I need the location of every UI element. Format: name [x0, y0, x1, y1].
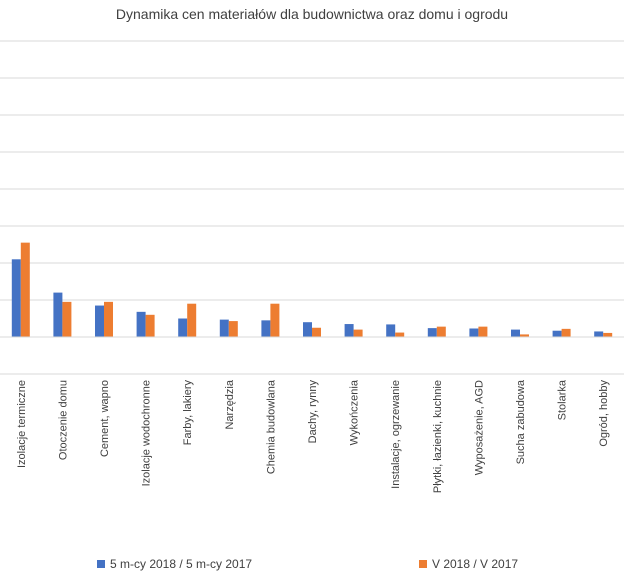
bar-series-2-12 — [478, 326, 488, 337]
bar-series-1-12 — [469, 328, 479, 337]
legend-item-series-1: 5 m-cy 2018 / 5 m-cy 2017 — [97, 557, 252, 571]
bar-series-1-14 — [552, 330, 562, 337]
bar-series-2-3 — [104, 301, 113, 337]
chart-title: Dynamika cen materiałów dla budownictwa … — [115, 6, 509, 22]
bar-series-2-11 — [436, 326, 446, 337]
category-label-12: Wyposażenie, AGD — [473, 380, 485, 475]
category-label-9: Wykończenia — [349, 379, 361, 445]
bar-series-2-5 — [187, 303, 197, 337]
bar-series-1-4 — [136, 311, 146, 337]
bar-series-1-7 — [261, 320, 271, 337]
bar-series-2-8 — [312, 327, 321, 337]
category-label-8: Dachy, rynny — [307, 380, 319, 444]
category-label-3: Cement, wapno — [99, 380, 111, 457]
category-label-10: Instalacje, ogrzewanie — [390, 380, 402, 489]
bar-series-1-11 — [427, 328, 437, 337]
bar-series-2-1 — [20, 242, 30, 337]
legend-label-series-2: V 2018 / V 2017 — [432, 557, 519, 571]
bar-series-1-15 — [594, 331, 604, 337]
bar-series-2-6 — [228, 321, 238, 337]
bar-series-2-4 — [145, 314, 155, 337]
bar-series-1-2 — [53, 292, 63, 337]
bar-series-1-6 — [219, 319, 229, 337]
bar-series-1-3 — [95, 305, 104, 337]
category-label-14: Stolarka — [557, 379, 569, 420]
bar-series-1-13 — [511, 329, 520, 337]
bar-series-1-8 — [303, 322, 312, 337]
category-label-2: Otoczenie domu — [57, 380, 69, 460]
category-label-7: Chemia budowlana — [265, 379, 277, 474]
category-label-11: Płytki, łazienki, kuchnie — [432, 380, 444, 493]
bar-series-1-10 — [386, 324, 396, 337]
category-label-4: Izolacje wodochronne — [141, 380, 153, 486]
bar-series-2-2 — [62, 301, 72, 337]
legend-label-series-1: 5 m-cy 2018 / 5 m-cy 2017 — [110, 557, 253, 571]
bar-series-2-13 — [520, 334, 529, 337]
bar-series-2-10 — [395, 332, 405, 337]
category-label-15: Ogród, hobby — [598, 380, 610, 447]
bar-series-2-14 — [561, 328, 571, 337]
bar-series-1-5 — [178, 318, 188, 337]
legend-swatch-series-1 — [97, 560, 105, 568]
category-label-5: Farby, lakiery — [182, 380, 194, 446]
bar-series-2-7 — [270, 303, 280, 337]
bar-series-2-9 — [353, 329, 363, 337]
bar-series-1-1 — [11, 259, 21, 337]
bar-series-1-9 — [344, 324, 354, 337]
legend-item-series-2: V 2018 / V 2017 — [419, 557, 518, 571]
category-label-1: Izolacje termiczne — [16, 380, 28, 468]
bar-series-2-15 — [603, 332, 613, 337]
legend-swatch-series-2 — [419, 560, 427, 568]
category-label-13: Sucha zabudowa — [515, 379, 527, 464]
category-label-6: Narzędzia — [224, 379, 236, 429]
